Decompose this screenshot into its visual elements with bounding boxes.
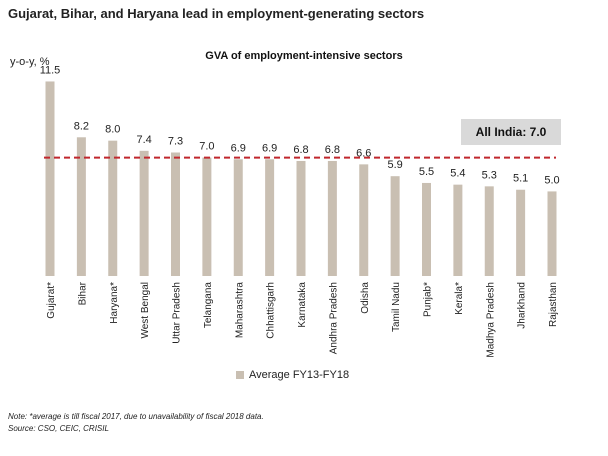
- value-label: 5.3: [482, 169, 497, 181]
- category-label: Rajasthan: [548, 282, 559, 327]
- legend-label: Average FY13-FY18: [249, 369, 350, 381]
- category-label: Jharkhand: [517, 282, 528, 329]
- category-label: Karnataka: [297, 282, 308, 328]
- all-india-callout: All India: 7.0: [461, 119, 561, 145]
- category-label: Gujarat*: [46, 282, 57, 319]
- bar: [327, 160, 337, 276]
- value-label: 5.1: [513, 173, 528, 185]
- bar: [453, 184, 463, 276]
- value-label: 6.9: [231, 142, 246, 154]
- value-label: 5.9: [387, 159, 402, 171]
- category-label: Punjab*: [423, 282, 434, 317]
- value-label: 11.5: [40, 64, 61, 76]
- bar: [139, 150, 149, 276]
- category-label: Haryana*: [109, 282, 120, 324]
- note-text: Note: *average is till fiscal 2017, due …: [8, 412, 264, 421]
- bar: [265, 159, 275, 276]
- value-label: 7.0: [199, 141, 214, 153]
- category-label: Bihar: [77, 281, 88, 305]
- value-label: 5.4: [450, 168, 465, 180]
- bar: [171, 152, 180, 276]
- category-label: Odisha: [360, 282, 371, 314]
- value-label: 5.5: [419, 166, 434, 178]
- chart-title: GVA of employment-intensive sectors: [205, 50, 403, 62]
- value-label: 6.6: [356, 147, 371, 159]
- y-axis-label: y-o-y, %: [10, 56, 50, 68]
- category-label: Maharashtra: [234, 282, 245, 339]
- category-label: Kerala*: [454, 282, 465, 315]
- category-label: Uttar Pradesh: [172, 282, 183, 344]
- bar: [359, 164, 369, 276]
- category-label: Madhya Pradesh: [485, 282, 496, 358]
- category-label: Tamil Nadu: [391, 282, 402, 332]
- bar: [202, 157, 212, 276]
- value-label: 6.8: [293, 144, 308, 156]
- bar: [108, 140, 118, 276]
- bar: [76, 137, 86, 276]
- bar: [516, 189, 526, 276]
- bar: [296, 160, 306, 276]
- category-label: Telangana: [203, 282, 214, 329]
- value-label: 5.0: [544, 174, 559, 186]
- category-label: West Bengal: [140, 282, 151, 339]
- source-text: Source: CSO, CEIC, CRISIL: [8, 424, 109, 433]
- bar: [45, 81, 55, 276]
- bar: [390, 176, 400, 276]
- bar: [484, 186, 494, 276]
- value-label: 8.0: [105, 124, 120, 136]
- value-label: 6.9: [262, 142, 277, 154]
- bar: [422, 182, 431, 276]
- legend: Average FY13-FY18: [236, 369, 349, 381]
- category-label: Chhattisgarh: [266, 282, 277, 339]
- value-label: 6.8: [325, 144, 340, 156]
- value-label: 8.2: [74, 120, 89, 132]
- bar: [233, 159, 243, 276]
- bar: [547, 191, 557, 276]
- value-label: 7.4: [136, 134, 151, 146]
- footnote: Note: *average is till fiscal 2017, due …: [8, 411, 264, 435]
- legend-swatch: [236, 371, 244, 379]
- page-title: Gujarat, Bihar, and Haryana lead in empl…: [8, 6, 425, 21]
- category-label: Andhra Pradesh: [328, 282, 339, 354]
- value-label: 7.3: [168, 136, 183, 148]
